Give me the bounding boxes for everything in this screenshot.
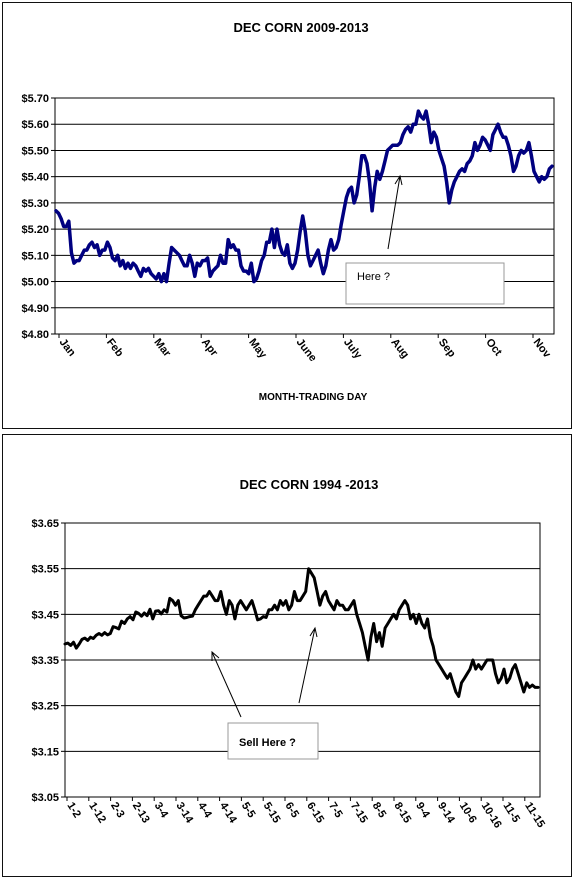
x-tick-label: Oct — [483, 336, 504, 358]
x-tick-label: 2-13 — [130, 800, 152, 825]
y-tick-label: $5.30 — [21, 198, 49, 210]
x-tick-label: Mar — [151, 336, 173, 359]
x-tick-label: 1-12 — [86, 800, 108, 825]
x-axis-label: MONTH-TRADING DAY — [259, 392, 368, 403]
y-tick-label: $5.20 — [21, 224, 49, 236]
y-tick-label: $5.10 — [21, 250, 49, 262]
series-line — [63, 567, 540, 698]
chart-panel-2009-2013: DEC CORN 2009-2013 $5.70 $5.60 $5.50 $5.40 $5… — [2, 2, 572, 429]
x-tick-label: 9-4 — [413, 800, 432, 821]
x-tick-label: 11-5 — [500, 800, 522, 825]
x-tick-label: May — [246, 336, 269, 361]
x-tick-label: 6-15 — [304, 800, 326, 825]
x-tick-label: 2-3 — [108, 800, 127, 820]
x-tick-label: 3-4 — [152, 800, 171, 821]
y-tick-label: $5.00 — [21, 277, 49, 289]
x-tick-label: Apr — [199, 336, 221, 359]
x-tick-label: Nov — [531, 336, 554, 360]
annotation-box — [345, 262, 505, 305]
x-tick-label: June — [294, 336, 319, 364]
y-tick-label: $5.50 — [21, 145, 49, 157]
x-tick-label: 1-2 — [64, 800, 83, 820]
x-tick-label: 7-5 — [326, 800, 345, 820]
y-tick-label: $4.90 — [21, 303, 49, 315]
annotation-arrow — [387, 175, 401, 250]
x-tick-label: 4-4 — [195, 800, 214, 821]
x-tick-label: Feb — [104, 336, 126, 359]
y-tick-label: $3.05 — [31, 792, 59, 804]
annotation-arrowhead-right — [309, 626, 318, 638]
x-tick-label: 5-5 — [239, 800, 258, 820]
series-line — [54, 109, 554, 284]
x-tick-label: July — [341, 336, 365, 361]
x-tick-label: Jan — [57, 336, 78, 359]
y-tick-label: $3.35 — [31, 655, 59, 667]
annotation-arrowhead-left — [211, 650, 220, 661]
y-tick-label: $3.15 — [31, 746, 59, 758]
annotation-arrowhead — [394, 174, 403, 186]
y-tick-label: $4.80 — [21, 329, 49, 341]
chart-title: DEC CORN 1994 -2013 — [240, 477, 379, 492]
x-tick-label: Sep — [436, 336, 458, 360]
x-tick-label: 4-14 — [217, 800, 239, 826]
y-tick-label: $3.25 — [31, 701, 59, 713]
x-tick-label: 10-6 — [457, 800, 479, 825]
y-tick-label: $5.60 — [21, 119, 49, 131]
y-tick-label: $5.40 — [21, 172, 49, 184]
x-tick-label: 9-14 — [435, 800, 457, 826]
chart-panel-1994-2013: DEC CORN 1994 -2013 $3.65 $3.55 $3.45 $3.35 $… — [2, 434, 572, 877]
annotation-box — [227, 722, 319, 760]
annotation-arrow-left — [211, 651, 242, 718]
x-tick-label: 11-15 — [522, 800, 547, 830]
chart-title: DEC CORN 2009-2013 — [233, 20, 368, 35]
y-tick-label: $3.45 — [31, 609, 59, 621]
x-tick-label: 6-5 — [282, 800, 301, 820]
x-tick-label: 8-5 — [370, 800, 389, 820]
annotation-label: Sell Here ? — [239, 737, 296, 749]
annotation-label: Here ? — [357, 271, 390, 283]
x-tick-label: 5-15 — [261, 800, 283, 825]
x-tick-label: Aug — [388, 336, 411, 360]
annotation-arrow-right — [298, 627, 316, 704]
x-tick-label: 8-15 — [391, 800, 413, 825]
chart-1994-2013: DEC CORN 1994 -2013 $3.65 $3.55 $3.45 $3.35 $… — [31, 477, 547, 830]
y-tick-label: $5.70 — [21, 93, 49, 105]
x-tick-label: 7-15 — [348, 800, 370, 825]
y-tick-label: $3.55 — [31, 564, 59, 576]
y-tick-label: $3.65 — [31, 518, 59, 530]
x-tick-label: 3-14 — [173, 800, 195, 826]
x-tick-label: 10-16 — [479, 800, 504, 830]
chart-2009-2013: DEC CORN 2009-2013 $5.70 $5.60 $5.50 $5.40 $5… — [21, 20, 555, 403]
